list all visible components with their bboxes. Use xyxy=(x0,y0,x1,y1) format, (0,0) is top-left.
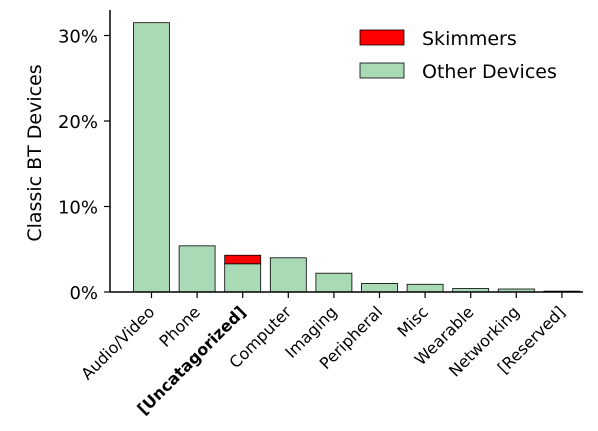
y-axis-label: Classic BT Devices xyxy=(24,64,46,241)
bars-group xyxy=(133,22,581,293)
legend-label: Other Devices xyxy=(422,61,557,83)
y-tick-label: 30% xyxy=(58,27,98,48)
bar-other-devices xyxy=(178,245,216,293)
bar-other-devices xyxy=(224,263,262,293)
legend-swatch xyxy=(359,29,405,46)
bar-skimmers xyxy=(224,254,262,265)
x-tick-label: Misc xyxy=(393,302,431,340)
bar-other-devices xyxy=(269,257,307,293)
legend-label: Skimmers xyxy=(422,28,517,50)
legend-swatch xyxy=(359,62,405,79)
y-tick-label: 0% xyxy=(69,283,98,304)
y-ticks: 0% 10% 20% 30% xyxy=(58,27,110,304)
x-ticks: Audio/VideoPhone[Uncatagorized]ComputerI… xyxy=(77,292,569,418)
y-tick-label: 20% xyxy=(58,112,98,133)
bar-other-devices xyxy=(406,283,444,293)
legend: Skimmers Other Devices xyxy=(359,28,557,83)
x-tick-label: Audio/Video xyxy=(77,302,158,383)
bar-other-devices xyxy=(361,283,398,293)
bar-other-devices xyxy=(133,22,170,293)
bar-other-devices xyxy=(315,272,353,293)
y-tick-label: 10% xyxy=(58,198,98,219)
